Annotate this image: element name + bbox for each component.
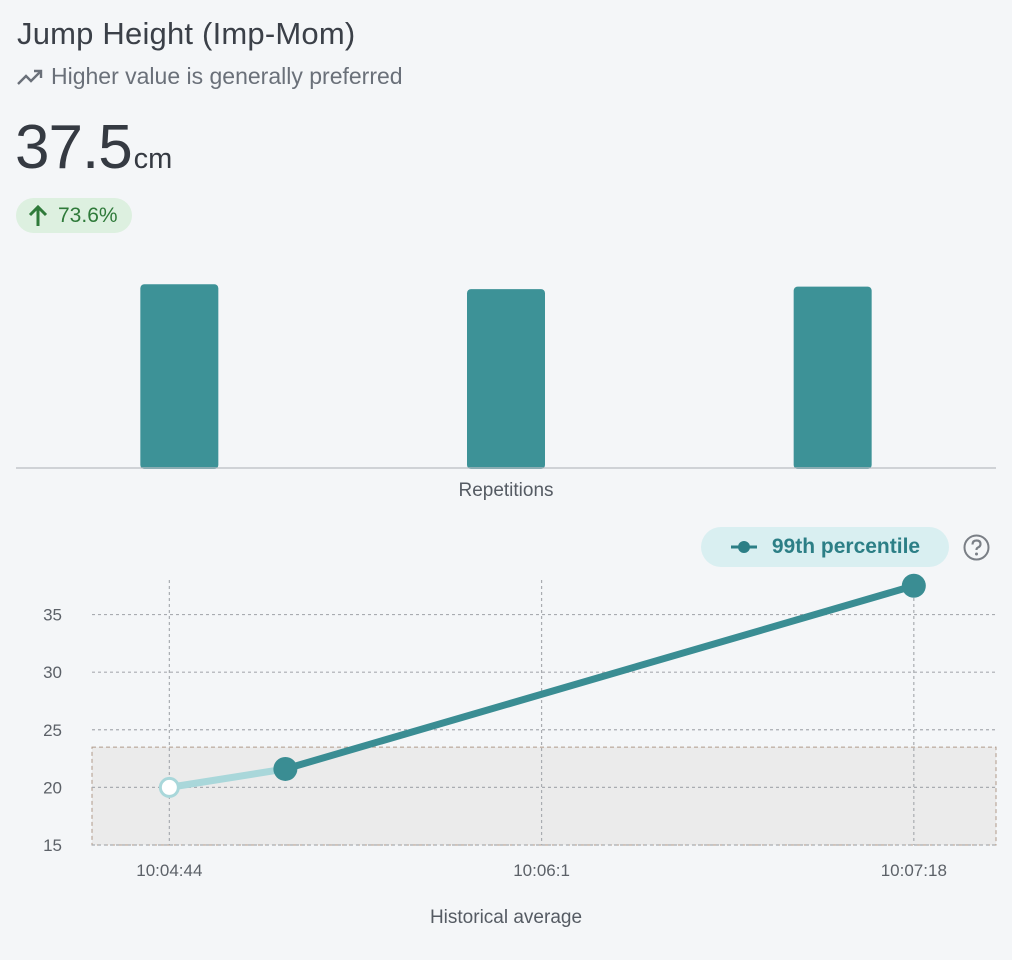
x-tick-label-1: 10:06:1 bbox=[513, 861, 570, 880]
data-point-3 bbox=[901, 573, 926, 598]
metric-unit: cm bbox=[133, 143, 173, 175]
line-chart-xlabel: Historical average bbox=[429, 907, 583, 928]
question-circle-icon[interactable] bbox=[963, 534, 990, 561]
bar-chart-xlabel: Repetitions bbox=[458, 480, 554, 501]
arrow-up-icon bbox=[28, 204, 48, 227]
legend-99th-percentile[interactable]: 99th percentile bbox=[701, 527, 949, 567]
subtitle-text: Higher value is generally preferred bbox=[51, 63, 403, 89]
metric-value: 37.5 bbox=[15, 113, 133, 182]
metric-title: Jump Height (Imp-Mom) bbox=[17, 16, 356, 51]
data-point-1 bbox=[158, 776, 180, 798]
bar-rep-2 bbox=[467, 289, 545, 469]
metric-subtitle: Higher value is generally preferred bbox=[17, 63, 403, 90]
change-badge: 73.6% bbox=[16, 198, 132, 233]
legend-label: 99th percentile bbox=[771, 535, 921, 558]
series-segment-faded bbox=[165, 765, 289, 791]
y-tick-label-20: 20 bbox=[43, 778, 62, 797]
x-tick-label-0: 10:04:44 bbox=[136, 861, 202, 880]
series-segment-main bbox=[281, 582, 918, 773]
y-tick-label-35: 35 bbox=[43, 606, 62, 625]
historical-line-chart: 15 20 25 30 35 10:04:44 10:06:1 10:07:18 bbox=[43, 573, 997, 880]
metric-value-row: 37.5 cm bbox=[15, 112, 172, 183]
x-tick-label-2: 10:07:18 bbox=[881, 861, 947, 880]
y-tick-label-15: 15 bbox=[43, 836, 62, 855]
legend-line-dot-icon bbox=[730, 541, 757, 553]
historical-average-band bbox=[91, 746, 997, 846]
repetitions-bar-chart bbox=[16, 284, 996, 469]
data-point-2 bbox=[273, 756, 298, 781]
trending-up-icon bbox=[17, 68, 43, 86]
bar-rep-1 bbox=[140, 284, 219, 469]
y-tick-label-30: 30 bbox=[43, 663, 62, 682]
change-value: 73.6% bbox=[58, 203, 118, 227]
bar-rep-3 bbox=[793, 286, 872, 469]
y-tick-label-25: 25 bbox=[43, 721, 62, 740]
